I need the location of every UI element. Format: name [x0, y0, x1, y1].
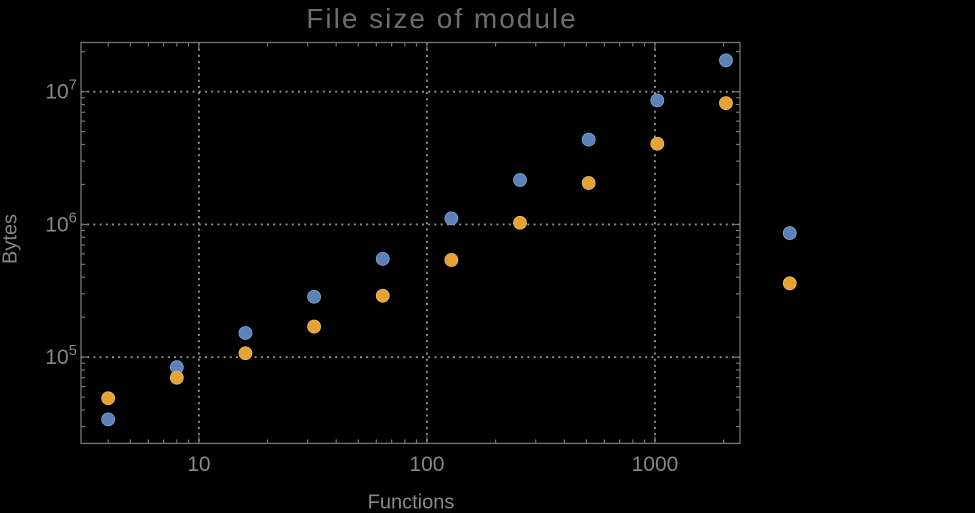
data-point-blue	[375, 251, 390, 266]
data-point-orange	[307, 319, 322, 334]
y-tick-label: 105	[45, 342, 77, 369]
x-tick-label: 10	[187, 453, 210, 476]
frame-layer	[80, 41, 741, 445]
data-points-layer	[101, 53, 797, 427]
data-point-orange	[513, 215, 527, 230]
plot-frame	[80, 41, 741, 445]
data-point-blue	[650, 93, 665, 108]
data-point-orange	[719, 96, 733, 111]
data-point-blue	[444, 211, 459, 226]
data-point-orange	[444, 253, 459, 267]
data-point-blue	[307, 289, 322, 304]
gridlines-layer	[81, 42, 740, 444]
data-point-blue	[719, 53, 733, 68]
chart-title: File size of module	[306, 3, 578, 34]
data-point-blue	[101, 412, 116, 427]
data-point-blue	[782, 226, 797, 241]
data-point-orange	[650, 136, 665, 151]
data-point-blue	[513, 173, 527, 187]
x-tick-label: 1000	[632, 453, 679, 476]
data-point-orange	[169, 370, 184, 385]
data-point-orange	[375, 288, 390, 303]
y-tick-label: 106	[45, 209, 77, 236]
data-point-blue	[238, 326, 253, 340]
y-axis-label: Bytes	[0, 214, 22, 264]
tick-labels-layer: 10 100 1000 105 106 107	[45, 77, 678, 476]
data-point-orange	[782, 276, 797, 291]
x-tick-label: 100	[409, 453, 444, 476]
data-point-orange	[101, 391, 116, 406]
data-point-orange	[238, 346, 253, 361]
data-point-orange	[581, 176, 596, 190]
x-axis-label: Functions	[368, 492, 455, 513]
data-point-blue	[581, 132, 596, 147]
y-tick-label: 107	[45, 77, 77, 104]
